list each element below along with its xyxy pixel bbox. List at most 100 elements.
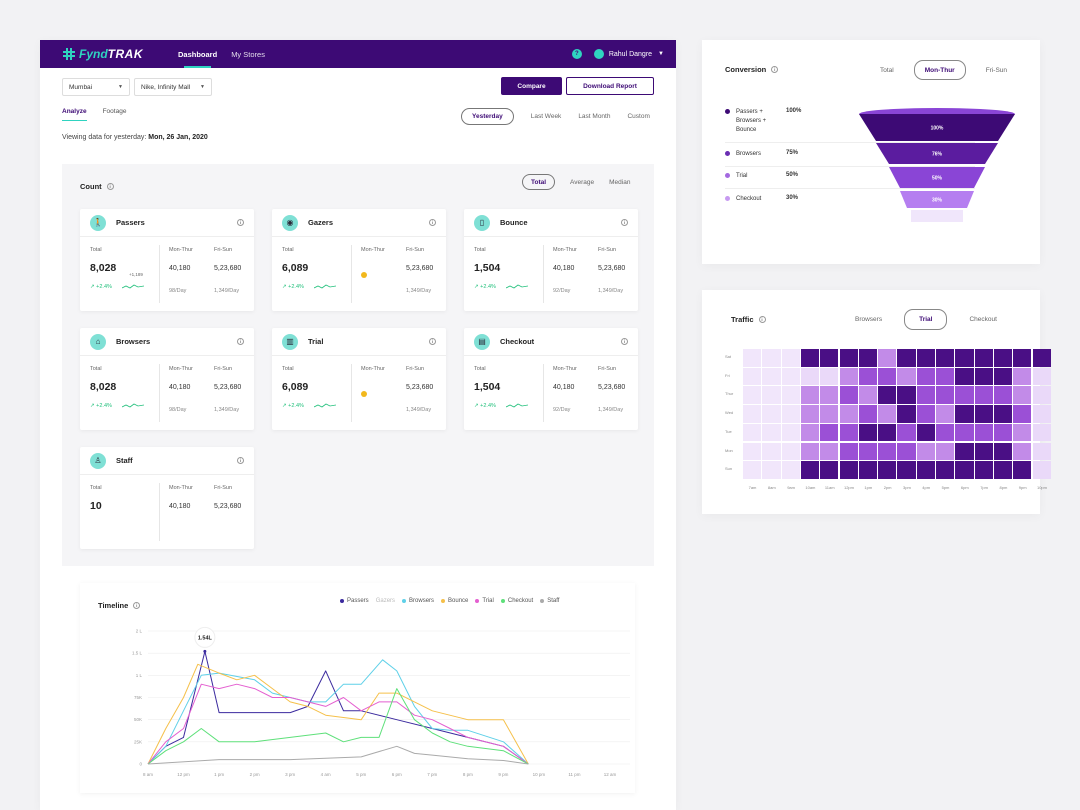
series-line-trial[interactable] [147, 683, 529, 765]
period-custom[interactable]: Custom [627, 113, 650, 120]
heatmap-cell[interactable] [800, 349, 820, 367]
heatmap-cell[interactable] [993, 461, 1013, 479]
heatmap-cell[interactable] [839, 461, 858, 479]
heatmap-cell[interactable] [1013, 442, 1032, 461]
heatmap-cell[interactable] [878, 349, 897, 367]
heatmap-cell[interactable] [781, 423, 800, 442]
legend-trial[interactable]: Trial [475, 598, 494, 604]
heatmap-cell[interactable] [916, 442, 935, 461]
heatmap-cell[interactable] [1013, 349, 1032, 367]
heatmap-cell[interactable] [955, 367, 974, 386]
heatmap-cell[interactable] [955, 461, 974, 479]
heatmap-cell[interactable] [993, 386, 1013, 405]
traffic-tab-trial[interactable]: Trial [904, 309, 948, 330]
heatmap-cell[interactable] [974, 442, 993, 461]
heatmap-cell[interactable] [878, 461, 897, 479]
heatmap-cell[interactable] [993, 349, 1013, 367]
heatmap-cell[interactable] [1013, 423, 1032, 442]
nav-my-stores[interactable]: My Stores [231, 49, 265, 59]
heatmap-cell[interactable] [916, 405, 935, 423]
help-icon[interactable]: ? [571, 49, 582, 59]
heatmap-cell[interactable] [916, 423, 935, 442]
info-icon[interactable]: i [237, 219, 244, 226]
period-last-week[interactable]: Last Week [530, 113, 562, 120]
heatmap-cell[interactable] [936, 461, 955, 479]
heatmap-cell[interactable] [858, 386, 878, 405]
heatmap-cell[interactable] [936, 423, 955, 442]
heatmap-cell[interactable] [878, 386, 897, 405]
heatmap-cell[interactable] [955, 423, 974, 442]
heatmap-cell[interactable] [1013, 405, 1032, 423]
heatmap-cell[interactable] [897, 423, 916, 442]
heatmap-cell[interactable] [820, 423, 839, 442]
period-last-month[interactable]: Last Month [578, 113, 611, 120]
heatmap-cell[interactable] [974, 349, 993, 367]
funnel-stage[interactable] [876, 143, 998, 164]
heatmap-cell[interactable] [955, 442, 974, 461]
legend-passers[interactable]: Passers [340, 598, 369, 604]
count-tab-median[interactable]: Median [609, 178, 631, 186]
heatmap-cell[interactable] [1032, 442, 1051, 461]
heatmap-cell[interactable] [897, 442, 916, 461]
heatmap-cell[interactable] [858, 423, 878, 442]
store-select[interactable]: Nike, Infinity Mall ▼ [134, 78, 212, 96]
heatmap-cell[interactable] [820, 461, 839, 479]
heatmap-cell[interactable] [820, 442, 839, 461]
traffic-tab-browsers[interactable]: Browsers [855, 316, 883, 323]
heatmap-cell[interactable] [820, 386, 839, 405]
heatmap-cell[interactable] [1032, 423, 1051, 442]
heatmap-cell[interactable] [974, 461, 993, 479]
heatmap-cell[interactable] [781, 367, 800, 386]
heatmap-cell[interactable] [936, 442, 955, 461]
compare-button[interactable]: Compare [501, 77, 562, 95]
heatmap-cell[interactable] [839, 349, 858, 367]
funnel-stage[interactable] [859, 114, 1015, 141]
heatmap-cell[interactable] [762, 461, 781, 479]
heatmap-cell[interactable] [743, 349, 762, 367]
city-select[interactable]: Mumbai ▼ [62, 78, 130, 96]
heatmap-cell[interactable] [781, 461, 800, 479]
tab-analyze[interactable]: Analyze [62, 108, 87, 121]
app-logo[interactable]: Fynd TRAK [62, 47, 178, 61]
heatmap-cell[interactable] [974, 386, 993, 405]
info-icon[interactable]: i [429, 219, 436, 226]
heatmap-cell[interactable] [897, 386, 916, 405]
metric-card-gazers[interactable]: ◉ Gazers i Total 6,089 ↗ +2.4% Mon-Thur Fri-Sun… [272, 209, 446, 311]
info-icon[interactable]: i [771, 66, 779, 73]
count-tab-total[interactable]: Total [522, 174, 556, 190]
heatmap-cell[interactable] [916, 461, 935, 479]
series-line-browsers[interactable] [147, 659, 529, 765]
heatmap-cell[interactable] [800, 461, 820, 479]
heatmap-cell[interactable] [1032, 461, 1051, 479]
heatmap-cell[interactable] [858, 461, 878, 479]
heatmap-cell[interactable] [916, 349, 935, 367]
heatmap-cell[interactable] [743, 461, 762, 479]
heatmap-cell[interactable] [839, 442, 858, 461]
heatmap-cell[interactable] [1032, 386, 1051, 405]
heatmap-cell[interactable] [897, 405, 916, 423]
heatmap-cell[interactable] [762, 367, 781, 386]
legend-bounce[interactable]: Bounce [441, 598, 468, 604]
funnel-stage[interactable] [900, 191, 974, 208]
tab-footage[interactable]: Footage [102, 108, 127, 115]
heatmap-cell[interactable] [820, 405, 839, 423]
count-tab-average[interactable]: Average [570, 178, 595, 186]
conversion-tab-mon-thur[interactable]: Mon-Thur [913, 60, 966, 80]
legend-checkout[interactable]: Checkout [500, 598, 533, 604]
info-icon[interactable]: i [106, 183, 114, 190]
heatmap-cell[interactable] [955, 386, 974, 405]
heatmap-cell[interactable] [955, 405, 974, 423]
heatmap-cell[interactable] [762, 442, 781, 461]
metric-card-trial[interactable]: ▥ Trial i Total 6,089 ↗ +2.4% Mon-Thur Fri-Sun 5… [272, 328, 446, 430]
period-yesterday[interactable]: Yesterday [461, 108, 514, 125]
heatmap-cell[interactable] [974, 367, 993, 386]
user-name[interactable]: Rahul Dangre [608, 50, 653, 58]
heatmap-cell[interactable] [781, 442, 800, 461]
info-icon[interactable]: i [758, 316, 766, 323]
legend-staff[interactable]: Staff [540, 598, 559, 604]
avatar[interactable] [593, 49, 604, 59]
heatmap-cell[interactable] [897, 367, 916, 386]
info-icon[interactable]: i [621, 338, 628, 345]
heatmap-cell[interactable] [1013, 461, 1032, 479]
heatmap-cell[interactable] [858, 442, 878, 461]
